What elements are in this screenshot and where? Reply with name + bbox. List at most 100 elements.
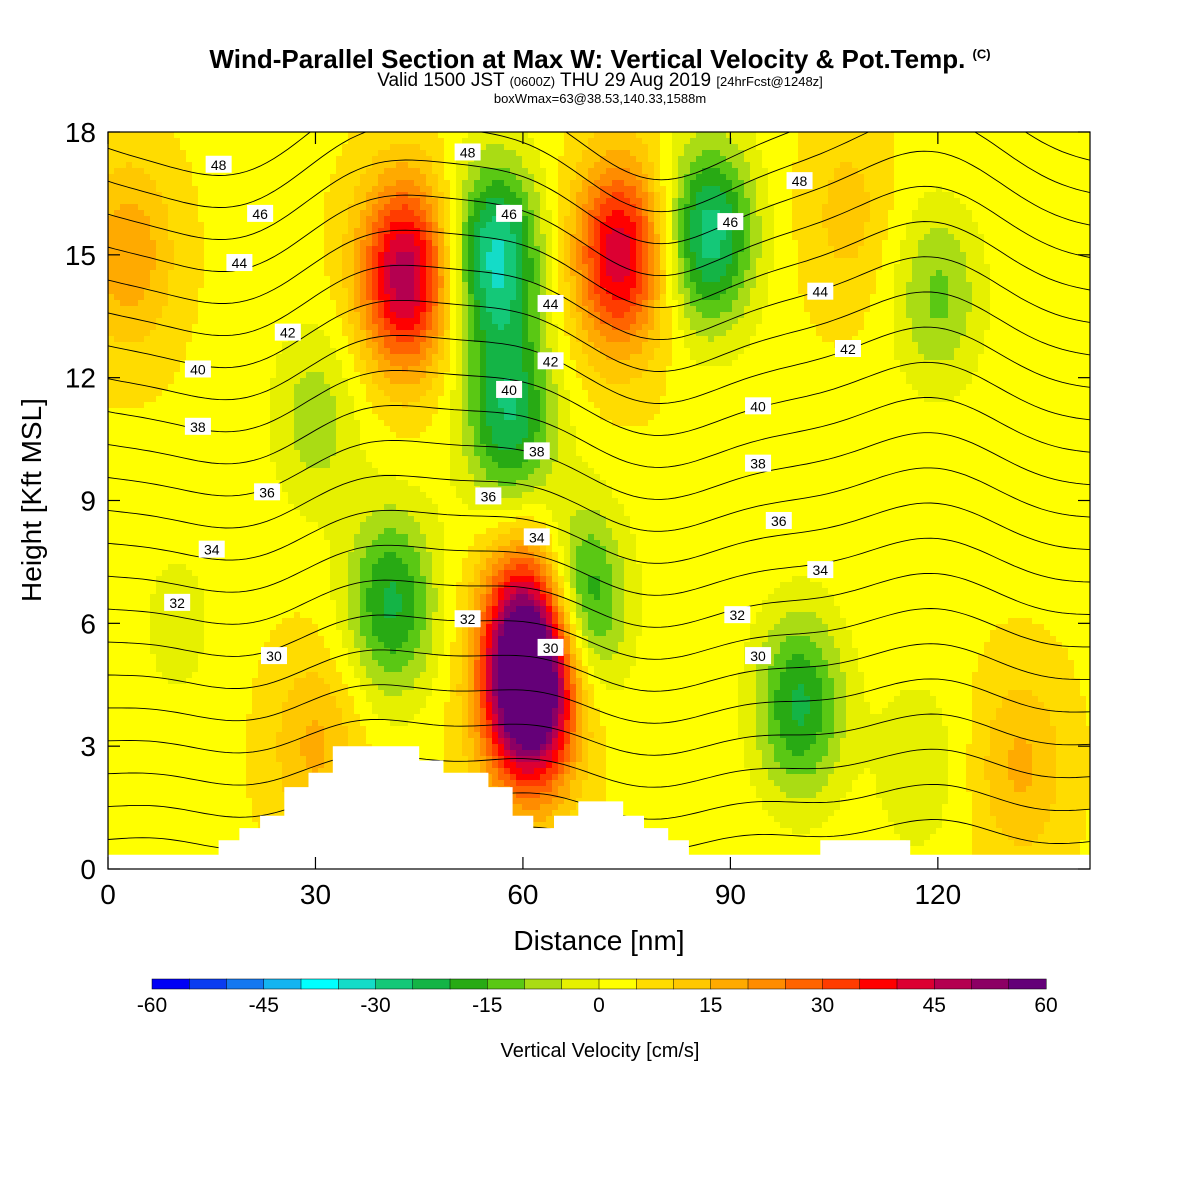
velocity-cell <box>180 132 187 139</box>
velocity-cell <box>198 228 205 235</box>
velocity-cell <box>156 192 163 199</box>
velocity-cell <box>270 696 277 703</box>
velocity-cell <box>222 246 229 253</box>
velocity-cell <box>180 666 187 673</box>
velocity-cell <box>198 180 205 187</box>
velocity-cell <box>162 282 169 289</box>
velocity-cell <box>228 468 235 475</box>
velocity-cell <box>114 564 121 571</box>
velocity-cell <box>156 654 163 661</box>
velocity-cell <box>126 456 133 463</box>
velocity-cell <box>108 150 115 157</box>
velocity-cell <box>264 360 271 367</box>
velocity-cell <box>300 252 307 259</box>
velocity-cell <box>234 150 241 157</box>
velocity-cell <box>120 774 127 781</box>
velocity-cell <box>210 402 217 409</box>
velocity-cell <box>132 822 139 829</box>
velocity-cell <box>294 588 301 595</box>
velocity-cell <box>108 822 115 829</box>
velocity-cell <box>198 660 205 667</box>
velocity-cell <box>114 504 121 511</box>
velocity-cell <box>156 282 163 289</box>
velocity-cell <box>174 396 181 403</box>
velocity-cell <box>150 786 157 793</box>
velocity-cell <box>336 324 343 331</box>
velocity-cell <box>294 624 301 631</box>
velocity-cell <box>114 168 121 175</box>
velocity-cell <box>252 618 259 625</box>
velocity-cell <box>150 318 157 325</box>
velocity-cell <box>294 702 301 709</box>
velocity-cell <box>180 738 187 745</box>
velocity-cell <box>336 702 343 709</box>
velocity-cell <box>144 354 151 361</box>
velocity-cell <box>180 564 187 571</box>
velocity-cell <box>162 510 169 517</box>
velocity-cell <box>318 732 325 739</box>
velocity-cell <box>312 612 319 619</box>
velocity-cell <box>276 594 283 601</box>
velocity-cell <box>174 438 181 445</box>
velocity-cell <box>162 402 169 409</box>
velocity-cell <box>162 624 169 631</box>
velocity-cell <box>234 588 241 595</box>
velocity-cell <box>252 774 259 781</box>
velocity-cell <box>312 582 319 589</box>
velocity-cell <box>204 696 211 703</box>
velocity-cell <box>180 318 187 325</box>
velocity-cell <box>276 234 283 241</box>
velocity-cell <box>114 768 121 775</box>
velocity-cell <box>240 654 247 661</box>
velocity-cell <box>114 804 121 811</box>
velocity-cell <box>108 564 115 571</box>
velocity-cell <box>330 450 337 457</box>
velocity-cell <box>222 216 229 223</box>
velocity-cell <box>204 678 211 685</box>
velocity-cell <box>210 216 217 223</box>
velocity-cell <box>330 498 337 505</box>
velocity-cell <box>210 282 217 289</box>
velocity-cell <box>144 618 151 625</box>
velocity-cell <box>240 150 247 157</box>
velocity-cell <box>216 456 223 463</box>
velocity-cell <box>342 360 349 367</box>
velocity-cell <box>264 300 271 307</box>
velocity-cell <box>210 714 217 721</box>
velocity-cell <box>138 198 145 205</box>
velocity-cell <box>180 828 187 835</box>
velocity-cell <box>156 702 163 709</box>
velocity-cell <box>228 450 235 457</box>
velocity-cell <box>156 348 163 355</box>
velocity-cell <box>234 354 241 361</box>
velocity-cell <box>282 162 289 169</box>
velocity-cell <box>168 828 175 835</box>
velocity-cell <box>270 780 277 787</box>
velocity-cell <box>210 252 217 259</box>
velocity-cell <box>336 486 343 493</box>
velocity-cell <box>330 420 337 427</box>
velocity-cell <box>300 678 307 685</box>
velocity-cell <box>168 462 175 469</box>
velocity-cell <box>228 630 235 637</box>
velocity-cell <box>252 750 259 757</box>
velocity-cell <box>138 132 145 139</box>
velocity-cell <box>342 462 349 469</box>
velocity-cell <box>312 420 319 427</box>
velocity-cell <box>228 384 235 391</box>
velocity-cell <box>156 756 163 763</box>
velocity-cell <box>228 414 235 421</box>
velocity-cell <box>324 264 331 271</box>
velocity-cell <box>168 276 175 283</box>
velocity-cell <box>294 192 301 199</box>
velocity-cell <box>162 792 169 799</box>
velocity-cell <box>180 528 187 535</box>
velocity-cell <box>264 582 271 589</box>
velocity-cell <box>342 276 349 283</box>
velocity-cell <box>294 258 301 265</box>
velocity-cell <box>132 258 139 265</box>
velocity-cell <box>222 732 229 739</box>
velocity-cell <box>276 132 283 139</box>
velocity-cell <box>348 534 355 541</box>
velocity-cell <box>276 810 283 817</box>
